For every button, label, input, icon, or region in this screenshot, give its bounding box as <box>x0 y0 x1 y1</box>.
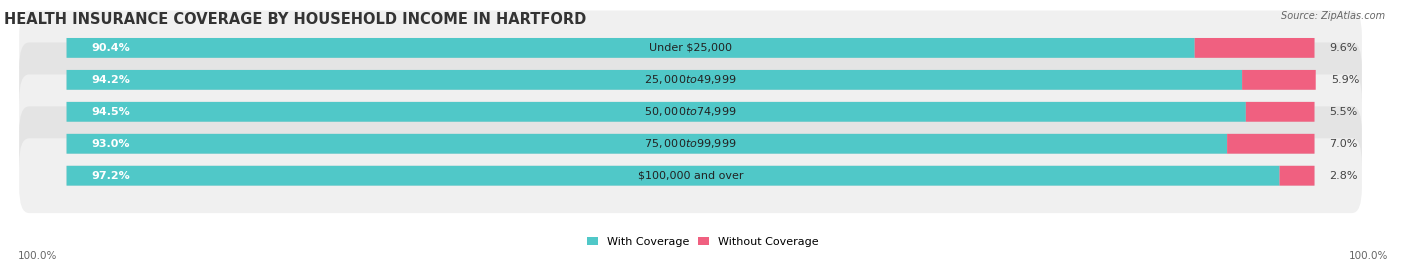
FancyBboxPatch shape <box>66 134 1315 154</box>
FancyBboxPatch shape <box>20 106 1362 181</box>
Text: 100.0%: 100.0% <box>1348 251 1388 261</box>
FancyBboxPatch shape <box>66 102 1246 122</box>
Text: $25,000 to $49,999: $25,000 to $49,999 <box>644 73 737 86</box>
Text: 90.4%: 90.4% <box>91 43 131 53</box>
Text: 100.0%: 100.0% <box>18 251 58 261</box>
Text: 97.2%: 97.2% <box>91 171 131 181</box>
Text: 9.6%: 9.6% <box>1330 43 1358 53</box>
Text: 93.0%: 93.0% <box>91 139 129 149</box>
FancyBboxPatch shape <box>20 138 1362 213</box>
FancyBboxPatch shape <box>20 10 1362 85</box>
FancyBboxPatch shape <box>20 43 1362 117</box>
FancyBboxPatch shape <box>1246 102 1315 122</box>
FancyBboxPatch shape <box>66 38 1195 58</box>
Text: $50,000 to $74,999: $50,000 to $74,999 <box>644 105 737 118</box>
FancyBboxPatch shape <box>66 102 1315 122</box>
Text: 94.2%: 94.2% <box>91 75 131 85</box>
Text: Source: ZipAtlas.com: Source: ZipAtlas.com <box>1281 11 1385 21</box>
FancyBboxPatch shape <box>1227 134 1315 154</box>
FancyBboxPatch shape <box>66 70 1241 90</box>
Text: HEALTH INSURANCE COVERAGE BY HOUSEHOLD INCOME IN HARTFORD: HEALTH INSURANCE COVERAGE BY HOUSEHOLD I… <box>4 12 586 27</box>
FancyBboxPatch shape <box>66 134 1227 154</box>
FancyBboxPatch shape <box>1241 70 1316 90</box>
Text: $100,000 and over: $100,000 and over <box>638 171 744 181</box>
Text: 94.5%: 94.5% <box>91 107 131 117</box>
Text: $75,000 to $99,999: $75,000 to $99,999 <box>644 137 737 150</box>
Text: 7.0%: 7.0% <box>1330 139 1358 149</box>
Text: Under $25,000: Under $25,000 <box>650 43 733 53</box>
Text: 2.8%: 2.8% <box>1330 171 1358 181</box>
FancyBboxPatch shape <box>66 38 1315 58</box>
FancyBboxPatch shape <box>66 166 1279 186</box>
FancyBboxPatch shape <box>66 166 1315 186</box>
FancyBboxPatch shape <box>1195 38 1315 58</box>
FancyBboxPatch shape <box>20 75 1362 149</box>
FancyBboxPatch shape <box>66 70 1315 90</box>
Text: 5.9%: 5.9% <box>1330 75 1360 85</box>
FancyBboxPatch shape <box>1279 166 1315 186</box>
Legend: With Coverage, Without Coverage: With Coverage, Without Coverage <box>588 236 818 247</box>
Text: 5.5%: 5.5% <box>1330 107 1358 117</box>
